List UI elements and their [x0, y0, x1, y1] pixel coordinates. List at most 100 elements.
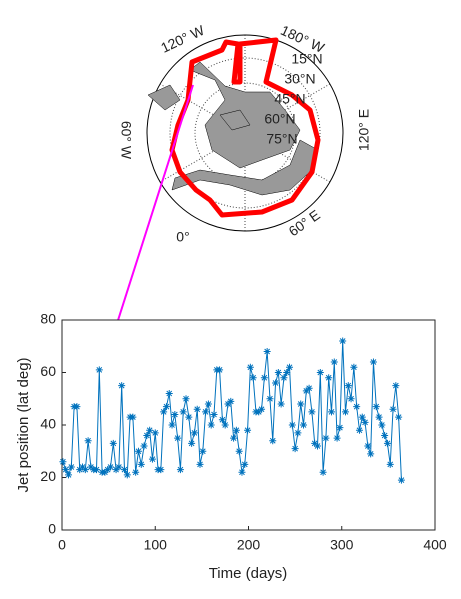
latitude-label: 30°N	[284, 71, 315, 87]
marker	[137, 460, 145, 468]
longitude-label: 0°	[176, 229, 189, 245]
marker	[280, 374, 288, 382]
marker	[286, 363, 294, 371]
marker	[193, 405, 201, 413]
marker	[322, 434, 330, 442]
marker	[274, 369, 282, 376]
marker	[224, 400, 232, 408]
marker	[207, 421, 215, 429]
marker	[73, 403, 81, 411]
marker	[115, 463, 123, 471]
marker	[79, 463, 87, 471]
marker	[378, 421, 386, 429]
marker	[67, 463, 75, 471]
marker	[176, 466, 184, 474]
marker	[339, 337, 347, 345]
marker	[358, 413, 366, 421]
marker	[165, 390, 173, 397]
marker	[350, 363, 358, 371]
marker	[190, 429, 198, 437]
marker	[294, 429, 302, 437]
marker	[397, 476, 405, 484]
latitude-label: 75°N	[266, 131, 297, 147]
marker	[389, 405, 397, 413]
marker	[81, 466, 89, 474]
marker	[171, 411, 179, 418]
land	[171, 139, 319, 196]
marker	[305, 384, 313, 392]
marker	[249, 374, 257, 382]
marker	[204, 400, 212, 408]
marker	[255, 408, 263, 416]
marker	[372, 403, 380, 411]
marker	[210, 411, 218, 418]
latitude-label: 15°N	[291, 51, 322, 67]
arrow-shaft	[105, 84, 194, 359]
marker	[160, 408, 168, 416]
marker	[76, 466, 84, 474]
marker	[386, 460, 394, 468]
marker	[353, 403, 361, 411]
marker	[297, 400, 305, 408]
x-axis-label: Time (days)	[209, 565, 288, 582]
marker	[101, 468, 109, 476]
land	[189, 61, 301, 169]
marker	[347, 395, 355, 403]
marker	[146, 426, 154, 434]
y-tick-label: 0	[48, 521, 56, 537]
marker	[221, 421, 229, 429]
y-tick-label: 40	[40, 416, 56, 432]
marker	[367, 450, 375, 458]
land	[147, 84, 251, 131]
marker	[395, 413, 403, 421]
marker	[129, 413, 137, 421]
marker	[314, 442, 322, 450]
marker	[179, 408, 187, 416]
marker	[336, 424, 344, 432]
marker	[291, 445, 299, 453]
marker	[62, 466, 70, 474]
marker	[333, 434, 341, 442]
marker	[232, 426, 240, 434]
marker	[148, 455, 156, 463]
marker	[344, 382, 352, 390]
marker	[157, 466, 165, 474]
marker	[369, 358, 377, 366]
marker	[244, 426, 252, 434]
x-tick-label: 100	[144, 537, 168, 553]
jet-contour	[169, 37, 321, 218]
longitude-label: 120° E	[356, 109, 372, 151]
marker	[364, 442, 372, 450]
marker	[238, 468, 246, 476]
marker	[277, 400, 285, 408]
marker	[230, 434, 238, 442]
marker	[355, 426, 363, 434]
x-tick-label: 400	[423, 537, 447, 553]
y-axis-label: Jet position (lat deg)	[15, 357, 32, 492]
marker	[132, 468, 140, 476]
marker	[185, 413, 193, 421]
marker	[375, 413, 383, 421]
marker	[241, 460, 249, 468]
longitude-label: 60° W	[118, 121, 134, 160]
y-tick-label: 80	[40, 311, 56, 327]
marker	[392, 382, 400, 390]
marker	[95, 366, 103, 374]
marker	[330, 358, 338, 366]
marker	[59, 458, 67, 466]
marker	[162, 403, 170, 411]
plot-area	[61, 319, 436, 531]
marker	[199, 447, 207, 455]
marker	[118, 382, 126, 390]
series-line	[62, 340, 402, 481]
marker	[112, 466, 120, 474]
marker	[87, 463, 95, 471]
marker	[300, 421, 308, 429]
marker	[106, 463, 114, 471]
marker	[227, 397, 235, 405]
marker	[120, 466, 128, 474]
marker	[143, 432, 151, 439]
marker	[311, 439, 319, 447]
marker	[93, 466, 101, 474]
marker	[383, 439, 391, 447]
